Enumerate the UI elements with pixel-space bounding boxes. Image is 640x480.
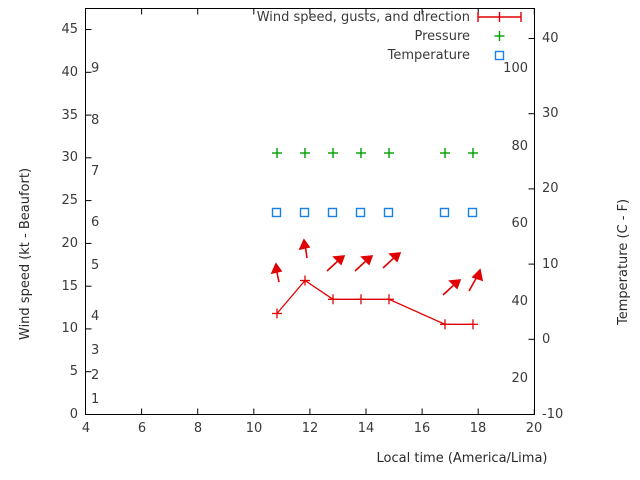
plot-frame <box>85 8 535 415</box>
series-temperature <box>271 207 478 218</box>
wind-marker <box>468 319 478 330</box>
ytick-right-10: 10 <box>542 257 559 272</box>
beaufort-label-4: 4 <box>91 309 100 324</box>
legend-sample-pressure <box>494 31 505 41</box>
wind-arrow-h18 <box>468 268 484 292</box>
beaufort-label-6: 6 <box>91 215 100 230</box>
wind-arrow-h17 <box>442 279 462 296</box>
wind-direction-arrows <box>270 238 484 296</box>
beaufort-label-1: 1 <box>91 392 100 407</box>
ytick-right-40: 40 <box>542 31 559 46</box>
ytick-left-5: 5 <box>69 364 78 379</box>
xtick-12: 12 <box>301 421 319 436</box>
beaufort-label-5: 5 <box>91 258 100 273</box>
xtick-14: 14 <box>357 421 375 436</box>
ytick-left-30: 30 <box>61 150 78 165</box>
legend-item-pressure[interactable]: Pressure <box>414 29 470 44</box>
wind-marker <box>272 308 282 319</box>
ytick-left-15: 15 <box>61 279 78 294</box>
ytick-left-40: 40 <box>61 65 78 80</box>
beaufort-label-7: 7 <box>91 164 100 179</box>
right-axis-ticks <box>528 38 535 415</box>
xtick-4: 4 <box>81 421 91 436</box>
series-pressure <box>272 148 478 158</box>
wind-marker <box>300 275 310 286</box>
ytick-right-20: 20 <box>542 181 559 196</box>
wind-marker <box>440 319 450 330</box>
xtick-18: 18 <box>469 421 487 436</box>
ytick-left-20: 20 <box>61 236 78 251</box>
ytick-right-neg10: -10 <box>542 407 564 422</box>
wind-arrow-h14 <box>354 255 374 272</box>
xtick-6: 6 <box>137 421 147 436</box>
fahrenheit-label-20: 20 <box>511 371 528 386</box>
beaufort-label-3: 3 <box>91 343 100 358</box>
left-axis-ticks <box>85 29 92 415</box>
ytick-left-25: 25 <box>61 193 78 208</box>
wind-arrow-h12 <box>298 238 311 259</box>
x-axis-title: Local time (America/Lima) <box>376 451 548 466</box>
xtick-8: 8 <box>193 421 203 436</box>
wind-arrow-h11 <box>270 262 283 283</box>
wind-marker <box>328 294 338 305</box>
top-axis-ticks <box>85 8 535 15</box>
ytick-left-10: 10 <box>61 321 78 336</box>
series-wind-speed <box>272 275 478 330</box>
fahrenheit-label-40: 40 <box>511 294 528 309</box>
beaufort-label-8: 8 <box>91 113 100 128</box>
legend-item-temperature[interactable]: Temperature <box>387 48 470 63</box>
wind-arrow-h15 <box>382 252 402 269</box>
ytick-right-0: 0 <box>542 332 551 347</box>
legend-sample-temperature <box>494 50 505 61</box>
wind-arrow-h13 <box>326 255 346 272</box>
fahrenheit-label-100: 100 <box>503 61 528 76</box>
xtick-16: 16 <box>413 421 431 436</box>
y-axis-left-title: Wind speed (kt - Beaufort) <box>18 167 33 340</box>
wind-marker <box>384 294 394 305</box>
beaufort-label-2: 2 <box>91 368 100 383</box>
legend-sample-wind <box>477 12 522 22</box>
xtick-10: 10 <box>245 421 263 436</box>
y-axis-right-title: Temperature (C - F) <box>616 198 631 325</box>
ytick-right-30: 30 <box>542 106 559 121</box>
wind-marker <box>356 294 366 305</box>
fahrenheit-label-80: 80 <box>511 139 528 154</box>
legend-item-wind-speed[interactable]: Wind speed, gusts, and direction <box>256 10 470 25</box>
ytick-left-0: 0 <box>69 407 78 422</box>
bottom-axis-ticks <box>85 408 535 415</box>
beaufort-label-9: 9 <box>91 61 100 76</box>
fahrenheit-label-60: 60 <box>511 216 528 231</box>
xtick-20: 20 <box>525 421 543 436</box>
ytick-left-45: 45 <box>61 22 78 37</box>
ytick-left-35: 35 <box>61 108 78 123</box>
